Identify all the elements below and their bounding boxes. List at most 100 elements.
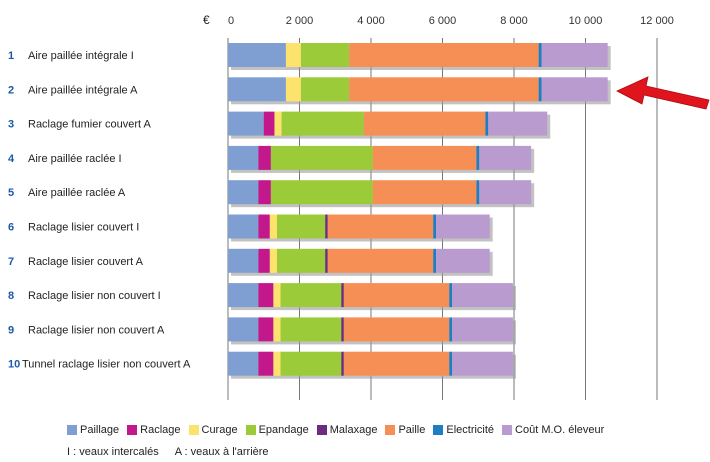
bar-segment-co-t-m-o-leveur (479, 180, 532, 205)
bar-segment-paille (327, 214, 434, 239)
note-intercales: I : veaux intercalés (67, 446, 159, 458)
legend-label: Coût M.O. éleveur (515, 424, 605, 436)
legend-swatch (502, 425, 513, 435)
legend-item: Paille (385, 424, 425, 436)
legend-label: Electricité (446, 424, 495, 436)
bar-segment-paille (349, 43, 539, 67)
bar-segment-curage (285, 77, 301, 102)
legend-item: Raclage (127, 424, 181, 436)
bar-segment-co-t-m-o-leveur (436, 214, 490, 239)
bar-segment-electricit- (449, 317, 453, 342)
category-number: 7 (8, 256, 14, 268)
legend-swatch (67, 425, 77, 435)
bar-segment-paille (363, 111, 486, 136)
legend-item: Coût M.O. éleveur (502, 424, 604, 436)
bar-segment-paillage (228, 180, 259, 205)
bar-segment-paille (343, 351, 450, 376)
bar-segment-paillage (228, 43, 286, 67)
category-number: 2 (8, 84, 14, 96)
bar-segment-paillage (228, 145, 259, 170)
bar-segment-paillage (228, 214, 259, 239)
category-number: 3 (8, 119, 14, 131)
bar-segment-co-t-m-o-leveur (452, 317, 513, 342)
legend-swatch (385, 425, 396, 435)
bar-segment-curage (273, 283, 281, 308)
bar-segment-curage (274, 111, 282, 136)
bar-segment-raclage (258, 283, 274, 308)
x-tick-label: 8 000 (500, 15, 528, 27)
bar-segment-electricit- (476, 145, 480, 170)
legend: Paillage Raclage Curage Epandage Malaxage Pai… (67, 424, 604, 436)
category-label: Aire paillée raclée I (28, 153, 122, 165)
bar-segment-paillage (228, 111, 264, 136)
legend-label: Curage (201, 424, 238, 436)
bar-segment-paillage (228, 248, 259, 273)
category-label: Tunnel raclage lisier non couvert A (22, 359, 191, 371)
bar-segment-co-t-m-o-leveur (488, 111, 548, 136)
bar-segment-raclage (258, 248, 270, 273)
bar-segment-electricit- (449, 351, 453, 376)
bar-segment-electricit- (476, 180, 480, 205)
category-label: Raclage fumier couvert A (28, 119, 152, 131)
bar-segment-electricit- (538, 43, 542, 67)
legend-swatch (433, 425, 444, 435)
legend-item: Curage (188, 424, 238, 436)
category-label: Raclage lisier non couvert I (28, 290, 161, 302)
category-label: Aire paillée raclée A (28, 187, 126, 199)
category-number: 4 (8, 153, 15, 165)
note-arriere: A : veaux à l'arrière (174, 446, 269, 458)
bar-segment-curage (273, 351, 281, 376)
category-label: Raclage lisier non couvert A (28, 324, 165, 336)
category-label: Aire paillée intégrale A (28, 84, 138, 96)
bar-segment-paille (372, 180, 477, 205)
bar-segment-malaxage (325, 248, 328, 273)
category-number: 5 (8, 187, 14, 199)
legend-swatch (188, 425, 199, 435)
bar-segment-epandage (276, 248, 326, 273)
bar-segment-epandage (280, 317, 342, 342)
x-tick-label: 6 000 (429, 15, 457, 27)
x-tick-label: 2 000 (286, 15, 314, 27)
bar-segment-raclage (258, 145, 271, 170)
bar-segment-electricit- (433, 248, 437, 273)
bar-segment-malaxage (341, 283, 344, 308)
legend-swatch (127, 425, 138, 435)
legend-item: Paillage (67, 424, 119, 436)
category-label: Aire paillée intégrale I (28, 50, 134, 62)
labels-layer: 0 2 000 4 000 6 000 8 000 10 000 12 000 1 Aire p… (8, 15, 674, 371)
bar-segment-electricit- (433, 214, 437, 239)
red-arrow-annotation (616, 76, 710, 110)
x-tick-label: 12 000 (640, 15, 674, 27)
bar-segment-co-t-m-o-leveur (541, 43, 608, 67)
bar-segment-paille (327, 248, 434, 273)
bar-segment-paillage (228, 77, 286, 102)
bar-segment-epandage (300, 77, 350, 102)
legend-label: Paille (398, 424, 426, 436)
bar-segment-curage (269, 214, 277, 239)
bar-segment-co-t-m-o-leveur (479, 145, 532, 170)
bar-segment-paillage (228, 317, 259, 342)
legend-item: Electricité (433, 424, 494, 436)
category-label: Raclage lisier couvert I (28, 222, 139, 234)
category-number: 6 (8, 222, 14, 234)
bars-layer (228, 43, 611, 379)
bar-segment-co-t-m-o-leveur (452, 283, 513, 308)
bar-segment-electricit- (449, 283, 453, 308)
category-number: 1 (8, 50, 14, 62)
category-number: 8 (8, 290, 14, 302)
bar-segment-epandage (300, 43, 350, 67)
unit-label: € (203, 13, 210, 27)
legend-swatch (245, 425, 256, 435)
category-label: Raclage lisier couvert A (28, 256, 144, 268)
legend-label: Raclage (140, 424, 181, 436)
bar-segment-raclage (263, 111, 275, 136)
bar-segment-malaxage (325, 214, 328, 239)
bar-segment-co-t-m-o-leveur (436, 248, 490, 273)
bar-segment-epandage (280, 283, 342, 308)
bar-segment-paille (349, 77, 539, 102)
bar-segment-malaxage (341, 351, 344, 376)
legend-label: Malaxage (329, 424, 378, 436)
bar-segment-paillage (228, 351, 259, 376)
bar-segment-epandage (281, 111, 364, 136)
